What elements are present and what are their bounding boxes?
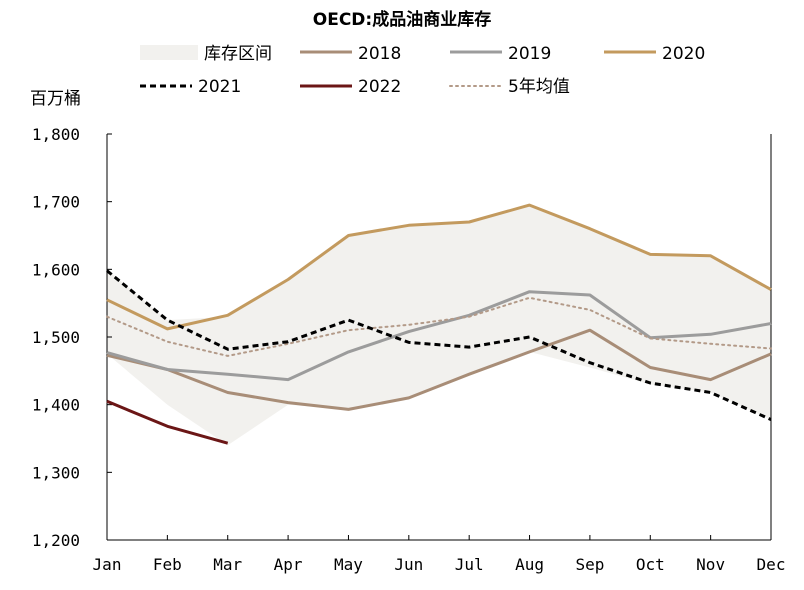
legend-label-2020: 2020 <box>662 44 705 64</box>
y-tick-label: 1,200 <box>32 531 80 550</box>
x-tick-label: Feb <box>153 555 182 574</box>
x-tick-label: Mar <box>213 555 242 574</box>
series-line-2022 <box>106 399 229 445</box>
series-line-2020 <box>106 203 772 331</box>
x-tick-label: Sep <box>575 555 604 574</box>
y-tick-label: 1,600 <box>32 260 80 279</box>
inventory-range-band <box>107 205 771 446</box>
x-tick-label: Aug <box>515 555 544 574</box>
y-axis-unit-label: 百万桶 <box>30 89 81 109</box>
x-tick-label: Jun <box>394 555 423 574</box>
x-tick-label: Apr <box>274 555 303 574</box>
axes: 1,200 1,300 1,400 1,500 1,600 1,700 1,800 Jan Fe… <box>32 125 786 574</box>
x-tick-label: Jul <box>455 555 484 574</box>
series-line-2019 <box>106 290 772 382</box>
x-tick-label: Dec <box>757 555 786 574</box>
legend-label-band: 库存区间 <box>204 44 272 64</box>
legend-swatch-band <box>140 45 198 60</box>
y-tick-label: 1,500 <box>32 328 80 347</box>
legend: 库存区间 2018 2019 2020 2021 2022 5年均值 <box>140 44 705 97</box>
series-line-2018 <box>106 328 772 411</box>
legend-label-2019: 2019 <box>508 44 551 64</box>
legend-label-2022: 2022 <box>358 77 401 97</box>
x-tick-label: Jan <box>93 555 122 574</box>
x-tick-label: May <box>334 555 363 574</box>
x-tick-label: Nov <box>696 555 725 574</box>
y-tick-label: 1,800 <box>32 125 80 144</box>
chart-title: OECD:成品油商业库存 <box>313 9 491 30</box>
legend-label-2021: 2021 <box>198 77 241 97</box>
y-tick-label: 1,700 <box>32 193 80 212</box>
series-line-2021 <box>106 269 772 421</box>
legend-label-5yr-avg: 5年均值 <box>508 77 570 97</box>
series-line-5yr-avg <box>106 296 772 357</box>
legend-label-2018: 2018 <box>358 44 401 64</box>
x-tick-label: Oct <box>636 555 665 574</box>
inventory-range-band-layer <box>107 205 771 446</box>
series-layer <box>106 203 772 445</box>
y-tick-label: 1,300 <box>32 463 80 482</box>
y-tick-label: 1,400 <box>32 396 80 415</box>
